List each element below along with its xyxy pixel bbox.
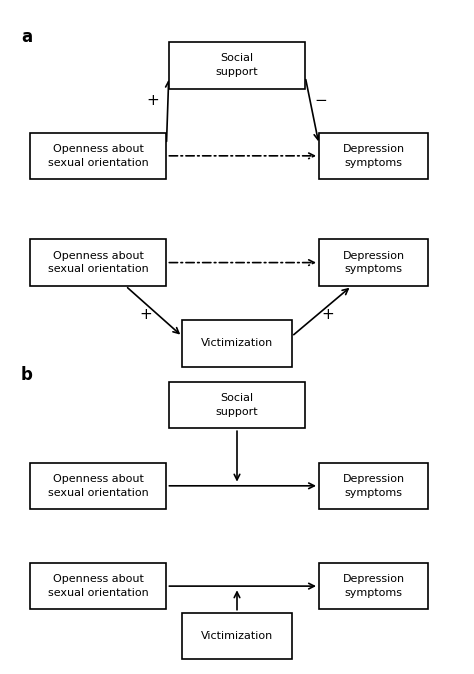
Text: Depression
symptoms: Depression symptoms — [342, 474, 405, 497]
FancyBboxPatch shape — [169, 381, 305, 428]
FancyBboxPatch shape — [30, 239, 166, 286]
FancyBboxPatch shape — [182, 320, 292, 367]
Text: Openness about
sexual orientation: Openness about sexual orientation — [48, 144, 148, 168]
Text: Openness about
sexual orientation: Openness about sexual orientation — [48, 251, 148, 274]
FancyBboxPatch shape — [30, 563, 166, 609]
FancyBboxPatch shape — [319, 563, 428, 609]
Text: Depression
symptoms: Depression symptoms — [342, 574, 405, 598]
Text: Victimization: Victimization — [201, 631, 273, 641]
FancyBboxPatch shape — [319, 462, 428, 509]
FancyBboxPatch shape — [319, 133, 428, 179]
Text: Social
support: Social support — [216, 53, 258, 77]
Text: Openness about
sexual orientation: Openness about sexual orientation — [48, 474, 148, 497]
Text: Victimization: Victimization — [201, 338, 273, 348]
Text: −: − — [315, 93, 328, 109]
Text: +: + — [322, 307, 334, 322]
FancyBboxPatch shape — [182, 613, 292, 659]
FancyBboxPatch shape — [319, 239, 428, 286]
Text: Depression
symptoms: Depression symptoms — [342, 251, 405, 274]
Text: Openness about
sexual orientation: Openness about sexual orientation — [48, 574, 148, 598]
FancyBboxPatch shape — [30, 133, 166, 179]
Text: +: + — [146, 93, 159, 109]
Text: a: a — [21, 28, 32, 46]
FancyBboxPatch shape — [30, 462, 166, 509]
Text: b: b — [21, 366, 33, 384]
Text: Social
support: Social support — [216, 393, 258, 417]
Text: Depression
symptoms: Depression symptoms — [342, 144, 405, 168]
Text: +: + — [140, 307, 152, 322]
FancyBboxPatch shape — [169, 42, 305, 88]
